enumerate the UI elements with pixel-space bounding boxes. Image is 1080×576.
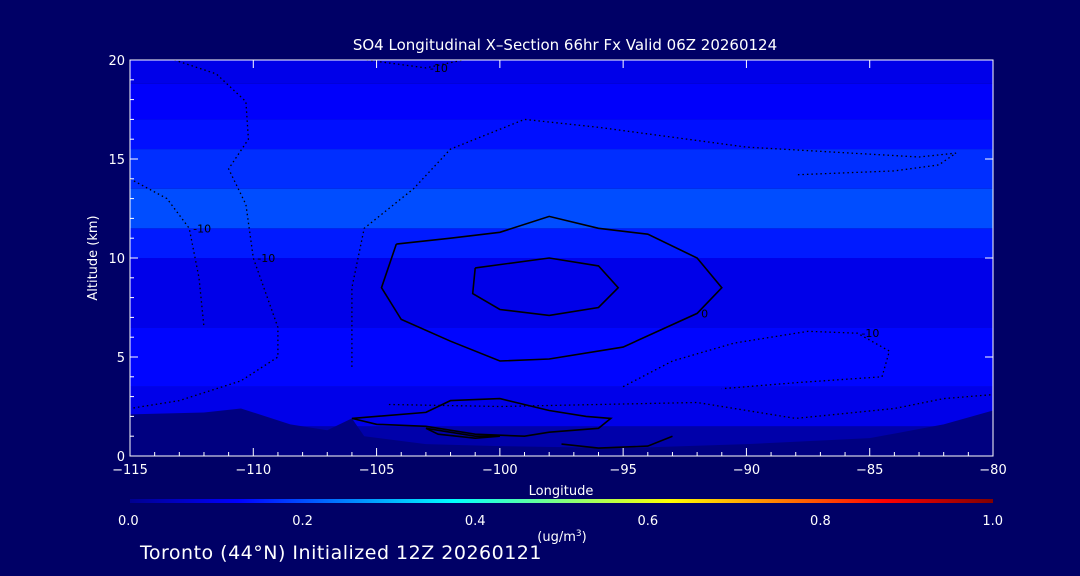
contour-line-4 [561,435,673,449]
heatmap-field [130,60,993,456]
heatmap-band-4 [130,228,993,258]
y-tick-label: 10 [108,252,125,267]
x-tick-label: −95 [609,463,636,478]
heatmap-band-6 [130,149,993,189]
y-tick-label: 0 [117,450,125,465]
x-tick-label: −105 [359,463,395,478]
forecast-init-label: Toronto (44°N) Initialized 12Z 20260121 [140,542,542,564]
colorbar-tick-label: 0.2 [292,514,313,529]
contour-line-8 [351,118,957,367]
y-tick-label: 5 [117,351,125,366]
contour-line-1 [471,257,620,317]
terrain-shade [130,408,993,456]
colorbar-tick-label: 0.8 [810,514,831,529]
contour-line-0 [380,215,723,362]
colorbar-tick-label: 1.0 [982,514,1003,529]
x-tick-label: −115 [112,463,148,478]
contour-label: -10 [861,327,879,340]
x-axis: −115 −110 −105 −100 −95 −90 −85 −80 [112,60,1007,478]
colorbar-ticks: 0.0 0.2 0.4 0.6 0.8 1.0 [118,514,1003,529]
contour-label: 0 [701,307,708,320]
contour-lines: 0 -10 -10 -10 -10 [130,60,993,449]
x-tick-label: −85 [856,463,883,478]
heatmap-band-9 [130,60,993,84]
contour-line-9 [622,330,891,390]
x-tick-label: −90 [733,463,760,478]
contour-line-3 [425,427,500,440]
contour-line-7 [366,60,464,69]
y-tick-label: 20 [108,54,125,69]
contour-line-2 [351,397,613,438]
colorbar-tick-label: 0.4 [465,514,486,529]
terrain-mask [130,408,993,456]
heatmap-band-5 [130,188,993,229]
y-tick-label: 15 [108,153,125,168]
heatmap-band-8 [130,83,993,120]
contour-line-10 [388,393,993,420]
x-axis-label: Longitude [529,484,594,499]
y-axis-label: Altitude (km) [86,215,101,300]
colorbar-tick-label: 0.0 [118,514,139,529]
heatmap-band-3 [130,258,993,328]
chart-title: SO4 Longitudinal X–Section 66hr Fx Valid… [353,36,777,54]
x-tick-label: −100 [482,463,518,478]
colorbar-unit-label: (ug/m3) [537,529,586,545]
y-axis: 0 5 10 15 20 [108,54,993,465]
contour-label: -10 [193,222,211,235]
heatmap-band-7 [130,119,993,150]
x-tick-label: −80 [979,463,1006,478]
contour-line-5 [130,60,279,410]
colorbar-tick-label: 0.6 [637,514,658,529]
contour-label: -10 [257,252,275,265]
contour-line-6 [130,178,205,328]
x-tick-label: −110 [235,463,271,478]
contour-label: -10 [430,62,448,75]
colorbar [130,499,993,503]
